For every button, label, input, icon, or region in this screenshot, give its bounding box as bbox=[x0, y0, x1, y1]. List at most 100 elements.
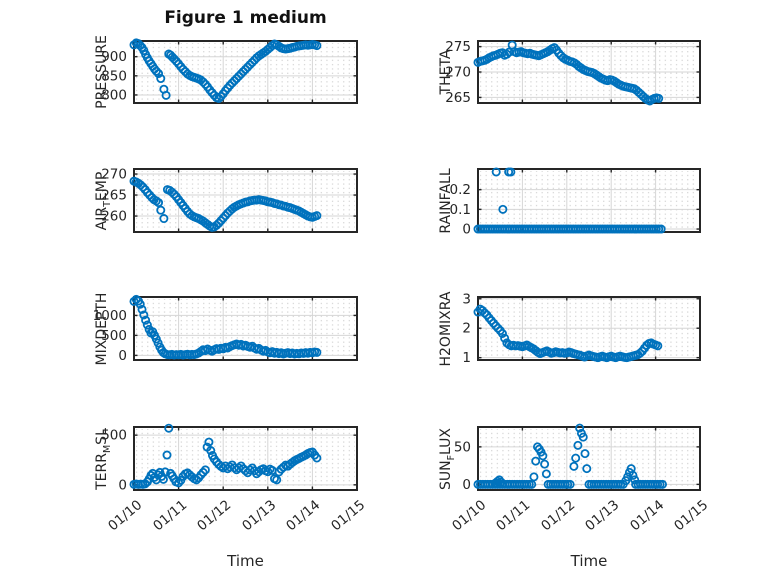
y-tick-label: 0.2 bbox=[450, 182, 471, 198]
y-tick-label: 0.1 bbox=[450, 202, 471, 218]
data-point-marker bbox=[139, 310, 149, 320]
data-point-marker bbox=[167, 187, 177, 197]
data-point-marker bbox=[141, 315, 151, 325]
data-point-marker bbox=[493, 323, 503, 333]
x-tick-label: 01/14 bbox=[283, 497, 324, 535]
data-point-marker bbox=[578, 432, 588, 442]
data-point-marker bbox=[582, 464, 592, 474]
axes-box bbox=[133, 296, 358, 361]
data-point-marker bbox=[151, 66, 161, 76]
data-point-marker bbox=[156, 205, 166, 215]
data-point-marker bbox=[225, 80, 235, 90]
minor-grid bbox=[480, 171, 698, 230]
axes-box bbox=[133, 168, 358, 233]
data-point-marker bbox=[161, 90, 171, 100]
data-point-marker bbox=[169, 54, 179, 64]
y-tick-label: 1 bbox=[462, 350, 471, 366]
data-point-marker bbox=[491, 167, 501, 177]
terrmsl-ylabel: TERRMSL bbox=[94, 427, 113, 490]
data-point-marker bbox=[142, 320, 152, 330]
terrmsl-plot: 0 500 bbox=[101, 423, 358, 493]
data-point-marker bbox=[506, 167, 516, 177]
data-point-marker bbox=[154, 198, 164, 208]
data-point-marker bbox=[156, 74, 166, 84]
axis-ticks bbox=[133, 41, 358, 103]
data-point-marker bbox=[312, 453, 322, 463]
y-tick-label: 0 bbox=[462, 477, 471, 493]
data-point-marker bbox=[540, 459, 550, 469]
h2omixra-series-markers bbox=[473, 304, 663, 363]
axis-ticks bbox=[477, 297, 701, 360]
axes-box bbox=[133, 40, 358, 104]
y-tick-label: 2 bbox=[462, 321, 471, 337]
data-point-marker bbox=[500, 333, 510, 343]
x-tick-label: 01/12 bbox=[537, 497, 579, 535]
data-point-marker bbox=[580, 449, 590, 459]
data-point-marker bbox=[227, 78, 237, 88]
axes-box bbox=[133, 426, 358, 491]
figure-title: Figure 1 medium bbox=[164, 8, 327, 28]
data-point-marker bbox=[491, 321, 501, 331]
y-tick-label: 850 bbox=[101, 68, 127, 84]
data-point-marker bbox=[538, 451, 548, 461]
data-point-marker bbox=[243, 62, 253, 72]
axis-ticks bbox=[477, 41, 701, 103]
y-tick-label: 265 bbox=[445, 90, 471, 106]
data-point-marker bbox=[493, 476, 503, 486]
data-point-marker bbox=[136, 180, 146, 190]
mixdepth-ylabel: MIXDEPTH bbox=[94, 292, 110, 365]
y-tick-label: 0 bbox=[118, 348, 127, 364]
data-point-marker bbox=[212, 220, 222, 230]
ylabel-subscript: T bbox=[101, 200, 113, 207]
data-point-marker bbox=[565, 479, 575, 489]
x-tick-label: 01/15 bbox=[328, 497, 369, 535]
data-point-marker bbox=[654, 93, 664, 103]
data-point-marker bbox=[623, 472, 633, 482]
axis-ticks bbox=[133, 297, 358, 360]
data-point-marker bbox=[137, 304, 147, 314]
y-tick-label: 0 bbox=[118, 477, 127, 493]
y-tick-label: 900 bbox=[101, 49, 127, 65]
x-tick-label: 01/15 bbox=[671, 497, 712, 535]
x-tick-label: 01/12 bbox=[194, 497, 235, 535]
data-point-marker bbox=[312, 211, 322, 221]
data-point-marker bbox=[236, 69, 246, 79]
data-point-marker bbox=[191, 475, 201, 485]
data-point-marker bbox=[229, 76, 239, 86]
data-point-marker bbox=[498, 204, 508, 214]
y-tick-label: 0 bbox=[462, 222, 471, 238]
data-point-marker bbox=[198, 77, 208, 87]
data-point-marker bbox=[159, 214, 169, 224]
data-point-marker bbox=[531, 456, 541, 466]
pressure-plot: 800 850 900 bbox=[101, 38, 358, 104]
theta-ylabel: THETA bbox=[438, 49, 454, 95]
y-tick-label: 500 bbox=[101, 428, 127, 444]
data-point-marker bbox=[178, 64, 188, 74]
data-point-marker bbox=[312, 347, 322, 357]
h2omixra-plot: 1 2 3 bbox=[462, 291, 701, 366]
y-tick-label: 1000 bbox=[93, 308, 127, 324]
data-point-marker bbox=[653, 341, 663, 351]
data-point-marker bbox=[245, 465, 255, 475]
data-point-marker bbox=[232, 74, 242, 84]
terrmsl-series-markers bbox=[129, 423, 322, 489]
mixdepth-plot: 0 500 1000 bbox=[93, 294, 358, 364]
data-point-marker bbox=[200, 465, 210, 475]
data-point-marker bbox=[571, 453, 581, 463]
pressure-ylabel: PRESSURE bbox=[94, 35, 110, 109]
sunflux-plot: 0 50 bbox=[454, 423, 701, 493]
minor-grid bbox=[480, 429, 698, 488]
data-point-marker bbox=[575, 423, 585, 433]
mixdepth-series-markers bbox=[129, 294, 322, 360]
data-point-marker bbox=[160, 467, 170, 477]
x-axis-label: Time bbox=[227, 552, 264, 570]
theta-plot: 265 270 275 bbox=[445, 39, 701, 106]
data-point-marker bbox=[154, 69, 164, 79]
data-point-marker bbox=[164, 423, 174, 433]
x-tick-label: 01/11 bbox=[493, 497, 534, 535]
data-point-marker bbox=[628, 470, 638, 480]
data-point-marker bbox=[214, 93, 224, 103]
ylabel-subscript: M bbox=[101, 444, 113, 453]
airtemp-plot: 260 265 270 bbox=[101, 167, 358, 233]
y-tick-label: 500 bbox=[101, 328, 127, 344]
